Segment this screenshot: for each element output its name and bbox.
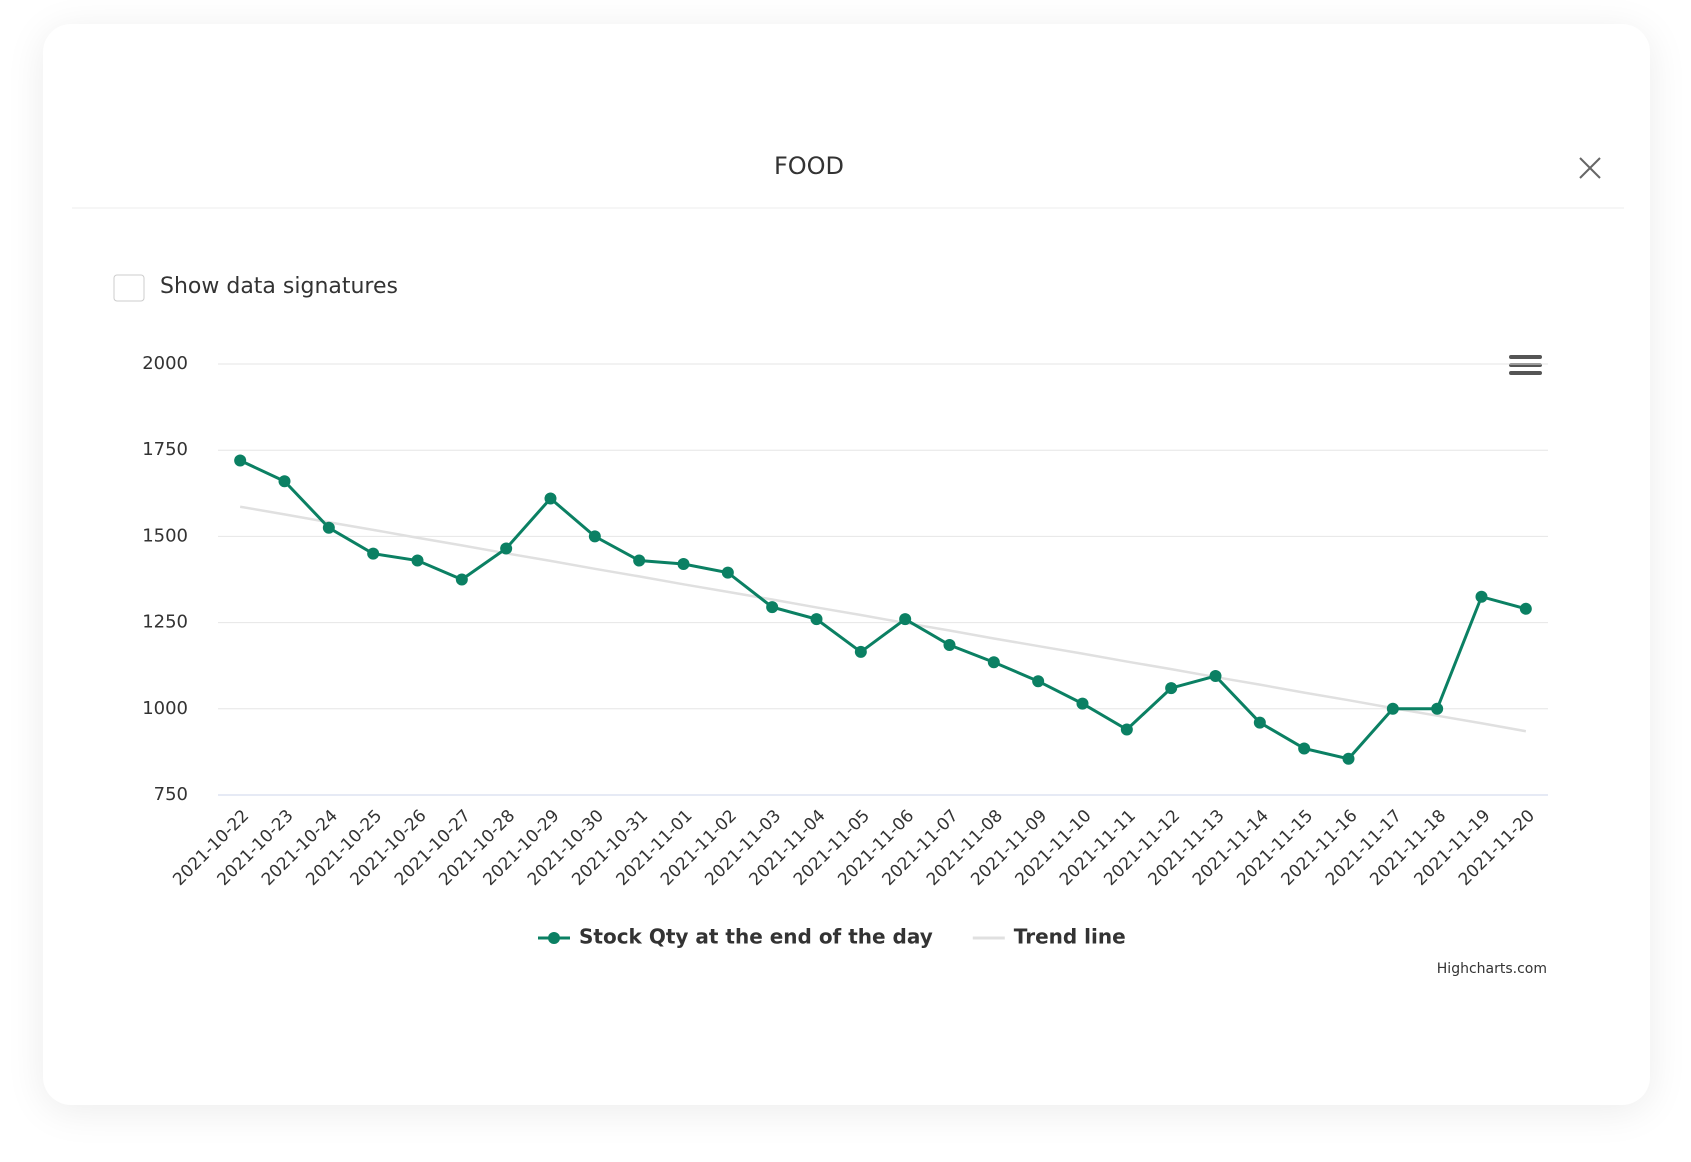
data-point bbox=[1165, 682, 1178, 695]
data-point bbox=[633, 554, 646, 567]
data-point bbox=[234, 454, 247, 467]
y-tick-label: 1250 bbox=[142, 612, 188, 633]
data-point bbox=[455, 573, 468, 586]
data-point bbox=[1431, 702, 1444, 715]
data-point bbox=[1342, 752, 1355, 765]
data-point bbox=[854, 645, 867, 658]
data-point bbox=[810, 613, 823, 626]
y-tick-label: 1500 bbox=[142, 525, 188, 546]
legend-marker bbox=[548, 932, 560, 944]
data-point bbox=[1032, 675, 1045, 688]
data-point bbox=[500, 542, 513, 555]
data-point bbox=[1475, 590, 1488, 603]
data-point bbox=[1076, 697, 1089, 710]
data-point bbox=[1120, 723, 1133, 736]
data-point bbox=[367, 547, 380, 560]
y-tick-label: 1000 bbox=[142, 698, 188, 719]
data-point bbox=[1298, 742, 1311, 755]
series-line bbox=[239, 505, 1527, 733]
data-point bbox=[1386, 702, 1399, 715]
y-tick-label: 2000 bbox=[142, 353, 188, 374]
y-tick-label: 1750 bbox=[142, 439, 188, 460]
modal bbox=[43, 24, 1650, 1105]
menu-button[interactable] bbox=[1509, 355, 1542, 375]
data-point bbox=[721, 566, 734, 579]
data-point bbox=[677, 557, 690, 570]
data-point bbox=[588, 530, 601, 543]
data-point bbox=[278, 475, 291, 488]
checkbox[interactable] bbox=[113, 274, 145, 302]
data-point bbox=[943, 639, 956, 652]
legend-label: Stock Qty at the end of the day bbox=[579, 925, 933, 949]
data-point bbox=[411, 554, 424, 567]
modal-title: FOOD bbox=[774, 152, 844, 180]
data-point bbox=[899, 613, 912, 626]
close-button[interactable] bbox=[1579, 157, 1601, 179]
checkbox-label[interactable]: Show data signatures bbox=[160, 274, 398, 299]
data-point bbox=[322, 521, 335, 534]
legend-label: Trend line bbox=[1014, 925, 1126, 949]
data-point bbox=[544, 492, 557, 505]
data-point bbox=[1519, 602, 1532, 615]
credits[interactable]: Highcharts.com bbox=[1437, 961, 1547, 977]
y-tick-label: 750 bbox=[154, 784, 188, 805]
data-point bbox=[1253, 716, 1266, 729]
series-line bbox=[239, 459, 1527, 761]
data-point bbox=[1209, 670, 1222, 683]
data-point bbox=[987, 656, 1000, 669]
data-point bbox=[766, 601, 779, 614]
